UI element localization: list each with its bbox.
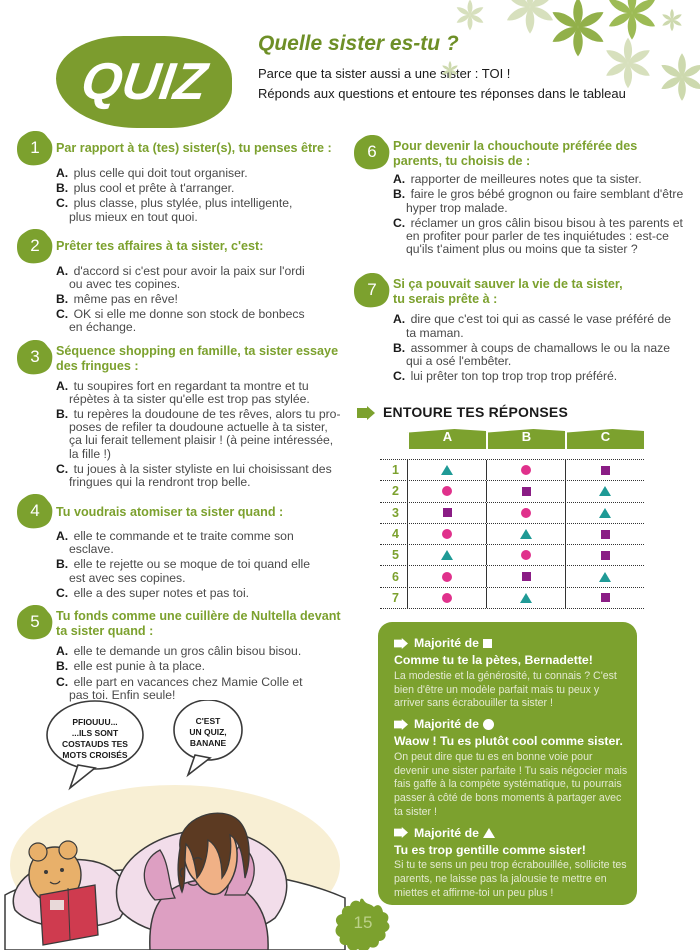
svg-text:PFIOUUU...: PFIOUUU... xyxy=(72,717,117,727)
svg-text:UN QUIZ,: UN QUIZ, xyxy=(189,727,226,737)
svg-text:C'EST: C'EST xyxy=(196,716,221,726)
svg-text:COSTAUDS TES: COSTAUDS TES xyxy=(62,739,128,749)
svg-text:...ILS SONT: ...ILS SONT xyxy=(72,728,119,738)
svg-text:MOTS CROISÉS: MOTS CROISÉS xyxy=(62,750,128,760)
svg-text:15: 15 xyxy=(354,913,373,932)
svg-text:BANANE: BANANE xyxy=(190,738,227,748)
